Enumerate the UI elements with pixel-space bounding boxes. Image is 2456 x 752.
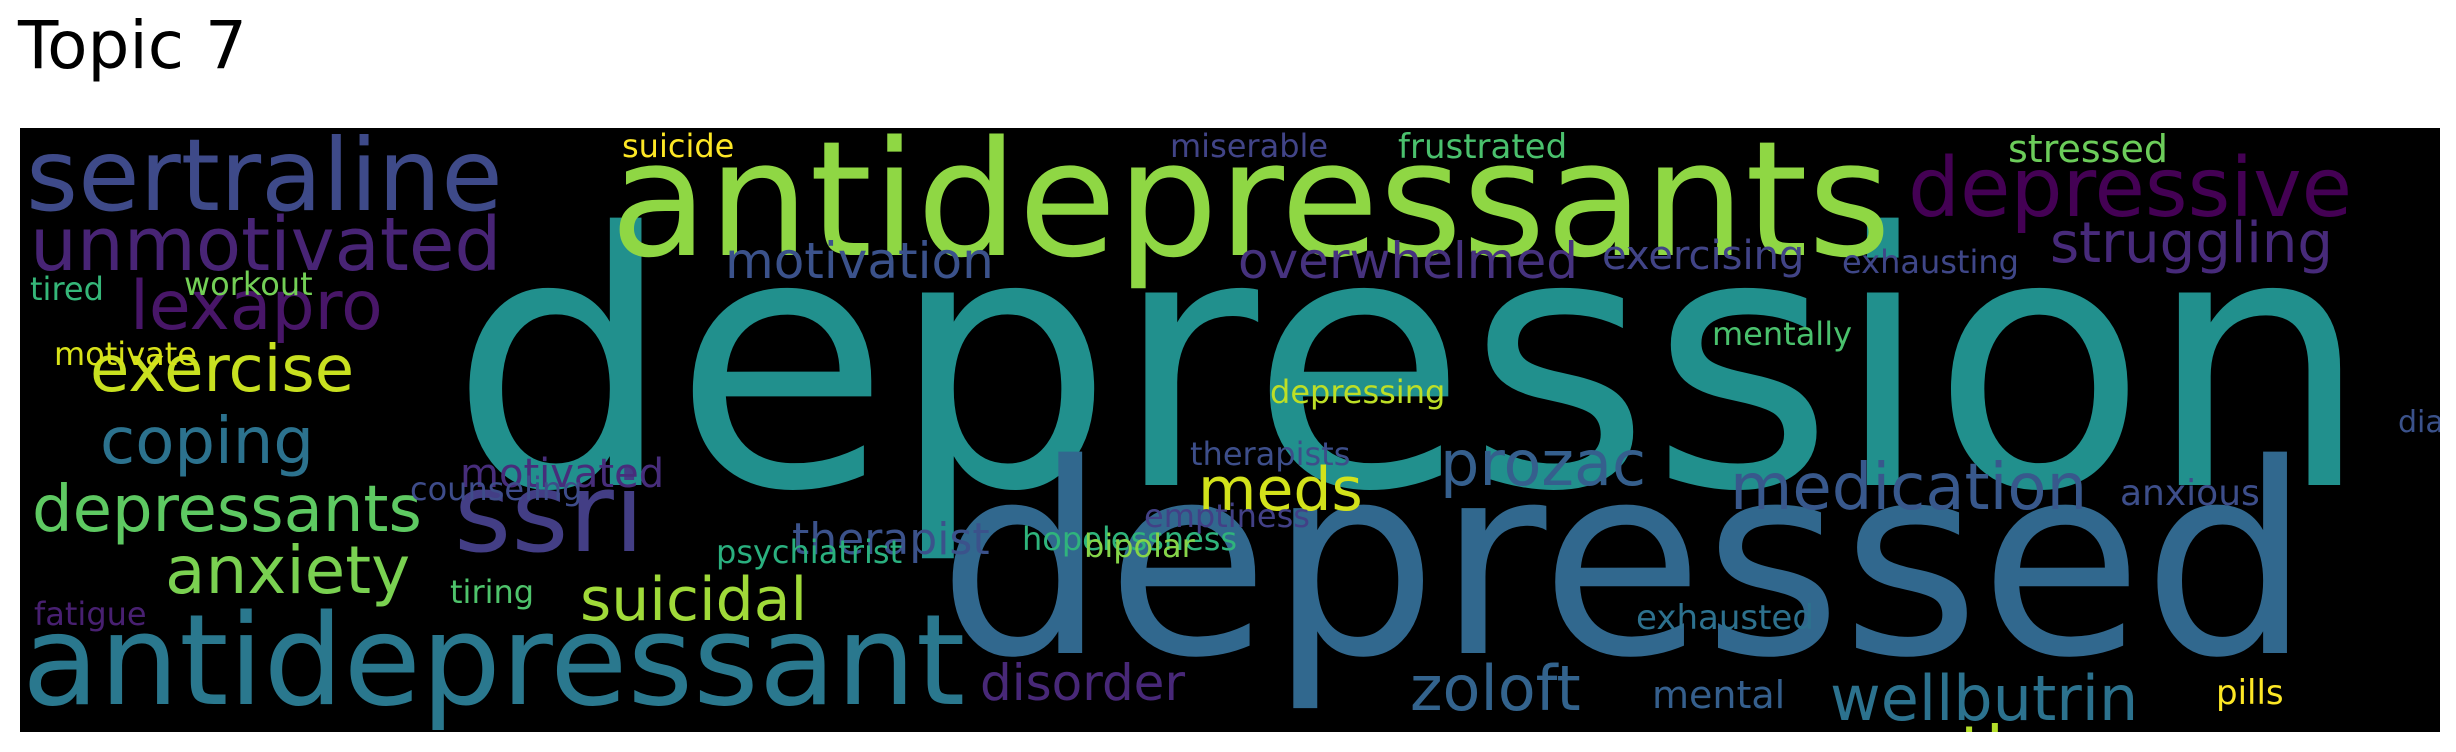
word-mentally: mentally	[1712, 315, 1853, 353]
word-struggling: struggling	[2050, 211, 2333, 276]
word-overwhelmed: overwhelmed	[1238, 232, 1578, 290]
word-cloud: depression depressed antidepressants ant…	[20, 128, 2440, 732]
word-exercising: exercising	[1602, 233, 1805, 279]
word-disorder: disorder	[980, 654, 1186, 712]
word-therapist: therapist	[792, 514, 990, 565]
word-emptiness: emptiness	[1144, 497, 1310, 535]
word-zoloft: zoloft	[1410, 652, 1581, 725]
word-wellbutrin: wellbutrin	[1830, 662, 2139, 732]
word-fatigue: fatigue	[34, 595, 147, 633]
word-suicide: suicide	[622, 128, 735, 165]
word-depression: depression	[450, 159, 2371, 569]
word-psychiatrist: psychiatrist	[716, 533, 903, 571]
word-sertraline: sertraline	[26, 128, 503, 234]
word-pills: pills	[2216, 673, 2284, 713]
word-hopelessness: hopelessness	[1022, 520, 1238, 558]
word-therapists: therapists	[1190, 435, 1351, 473]
word-stressed: stressed	[2008, 128, 2168, 171]
word-tired: tired	[30, 270, 104, 308]
word-medication: medication	[1730, 451, 2088, 525]
word-motivate: motivate	[54, 335, 197, 373]
word-ssri: ssri	[454, 449, 645, 577]
word-meds: meds	[1198, 455, 1363, 525]
word-exhausted: exhausted	[1636, 598, 1814, 638]
word-exhausting: exhausting	[1842, 243, 2019, 281]
word-miserable: miserable	[1170, 128, 1329, 165]
word-bipolar: bipolar	[1084, 527, 1195, 565]
word-anxious: anxious	[2120, 473, 2260, 514]
word-depressing: depressing	[1270, 373, 1446, 411]
word-lexapro: lexapro	[130, 267, 383, 346]
word-tiring: tiring	[450, 573, 535, 611]
word-suicidal: suicidal	[580, 565, 808, 635]
word-counseling: counseling	[410, 470, 583, 508]
word-depressive: depressive	[1908, 141, 2353, 236]
figure-title: Topic 7	[18, 7, 247, 84]
word-coping: coping	[100, 405, 314, 479]
word-frustrated: frustrated	[1398, 128, 1568, 167]
word-motivation: motivation	[725, 232, 994, 290]
word-therapy: therapy	[1960, 718, 2217, 733]
word-prozac: prozac	[1440, 427, 1647, 500]
word-diagnosed: diagnosed	[2398, 405, 2440, 440]
word-exercise: exercise	[90, 333, 355, 407]
word-workout: workout	[184, 265, 313, 303]
word-anxiety: anxiety	[165, 532, 411, 609]
word-mental: mental	[1652, 673, 1786, 717]
word-antidepressants: antidepressants	[610, 128, 1892, 293]
word-depressants: depressants	[32, 473, 422, 547]
word-unmotivated: unmotivated	[30, 202, 502, 288]
word-motivated: motivated	[460, 451, 665, 497]
word-depressed: depressed	[938, 408, 2312, 716]
word-antidepressant: antidepressant	[22, 587, 966, 732]
